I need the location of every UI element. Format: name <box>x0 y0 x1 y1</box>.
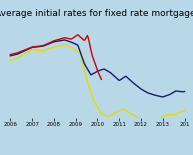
Title: Average initial rates for fixed rate mortgages: Average initial rates for fixed rate mor… <box>0 9 193 18</box>
